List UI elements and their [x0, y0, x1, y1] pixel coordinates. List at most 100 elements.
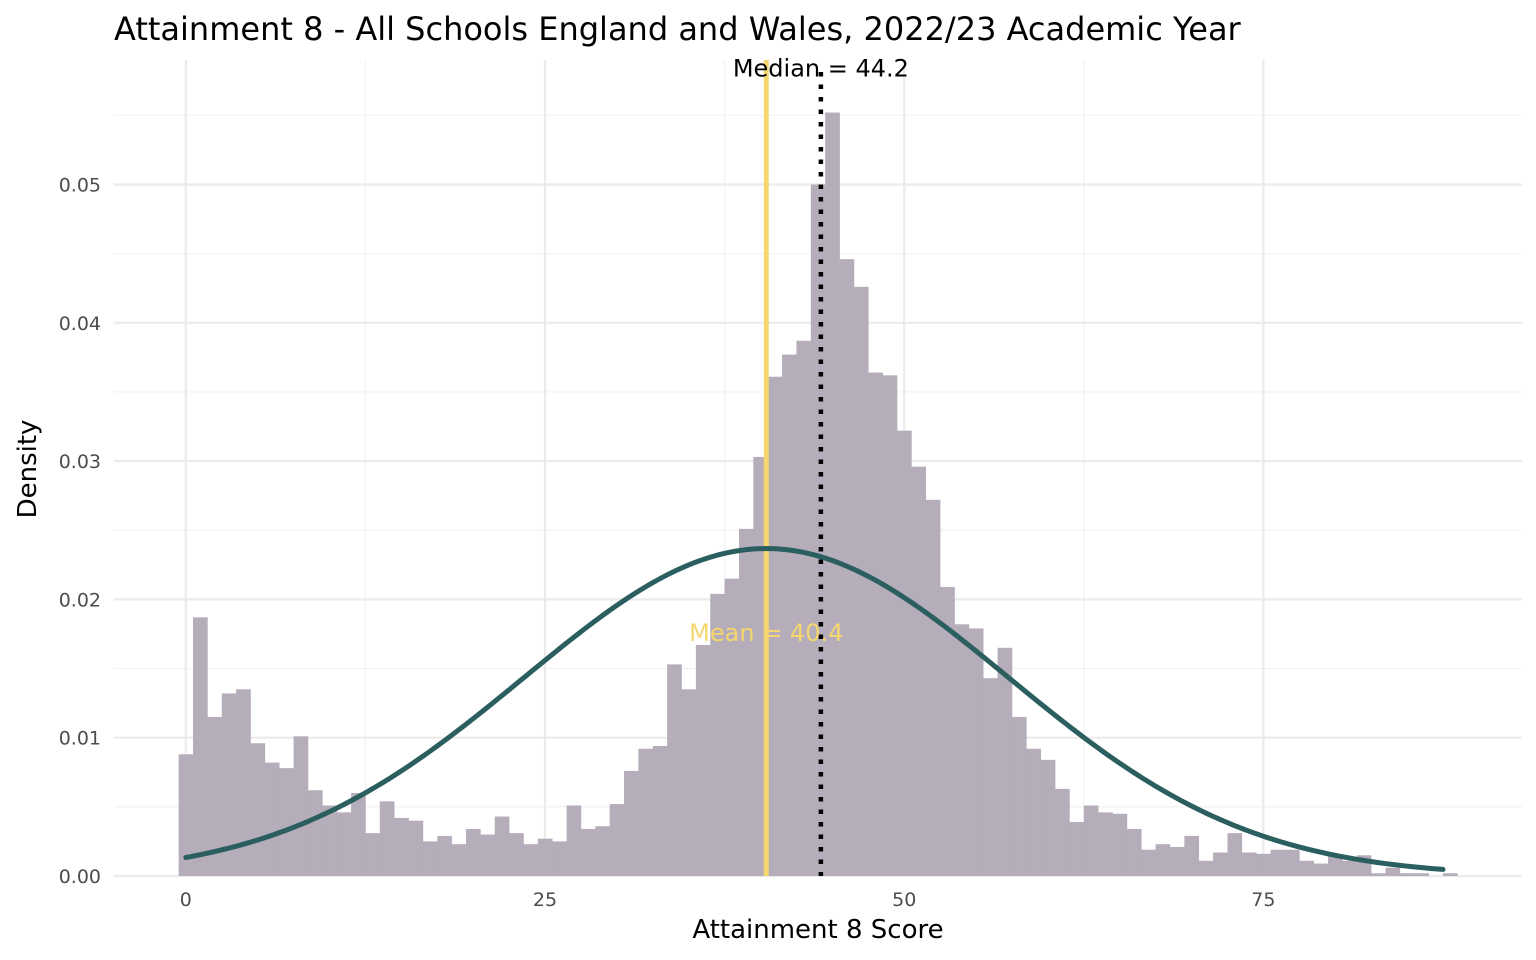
histogram-bar: [1170, 846, 1185, 876]
chart-title: Attainment 8 - All Schools England and W…: [114, 10, 1242, 48]
histogram-bar: [1241, 852, 1257, 876]
histogram-bar: [408, 820, 424, 876]
histogram-bar: [1371, 873, 1386, 876]
histogram-bar: [178, 754, 194, 876]
histogram-bar: [882, 375, 898, 876]
histogram-bar: [825, 112, 840, 877]
histogram-bar: [796, 340, 812, 877]
y-tick-label: 0.02: [59, 589, 101, 611]
histogram-bar: [1055, 788, 1070, 876]
histogram-bar: [1069, 822, 1085, 876]
histogram-bar: [1227, 833, 1243, 876]
histogram-bar: [940, 586, 955, 876]
histogram-bar: [983, 678, 998, 876]
histogram-bar: [767, 376, 783, 876]
histogram-bar: [523, 844, 539, 876]
median-label: Median = 44.2: [733, 55, 909, 83]
y-axis-title: Density: [13, 420, 43, 519]
histogram-bar: [537, 838, 553, 876]
reference-lines: [763, 60, 824, 876]
histogram-bar: [925, 499, 941, 876]
y-tick-label: 0.01: [59, 728, 101, 750]
histogram-bar: [365, 833, 381, 876]
histogram-bar: [681, 689, 697, 876]
histogram-bar: [897, 430, 912, 876]
histogram-bar: [236, 689, 251, 876]
histogram-bar: [1414, 873, 1429, 876]
histogram-bar: [1399, 873, 1415, 876]
x-tick-label: 50: [892, 889, 916, 911]
histogram-bar: [293, 736, 309, 876]
histogram-bar: [379, 801, 395, 876]
histogram-bar: [1313, 863, 1329, 876]
histogram-bar: [480, 834, 496, 876]
histogram-bar: [1442, 873, 1458, 876]
histogram-bar: [1299, 860, 1314, 876]
histogram-bar: [193, 617, 208, 876]
histogram-bar: [394, 817, 409, 876]
histogram-bar: [1328, 855, 1343, 876]
histogram-bar: [580, 828, 596, 876]
histogram-bar: [1213, 852, 1228, 876]
histogram-bar: [1342, 860, 1358, 876]
histogram-bar: [1083, 805, 1099, 876]
y-tick-label: 0.05: [59, 174, 101, 196]
histogram-bar: [322, 805, 337, 876]
histogram-bar: [710, 593, 725, 876]
histogram-bar: [437, 835, 452, 876]
histogram-bar: [1155, 844, 1171, 876]
annotations: Mean = 40.4 Median = 44.2: [689, 55, 909, 647]
normal-curve-group: [183, 546, 1446, 872]
normal-curve: [183, 546, 1446, 872]
histogram-bar: [810, 184, 826, 876]
histogram-bar: [566, 805, 582, 876]
histogram-bar: [451, 844, 467, 876]
histogram-bar: [638, 748, 654, 876]
histogram-bar: [552, 841, 567, 876]
histogram-bar: [1184, 835, 1200, 876]
histogram-bar: [724, 578, 740, 876]
histogram-bar: [207, 716, 223, 876]
histogram-bar: [1112, 813, 1128, 876]
histogram-bar: [667, 664, 682, 876]
y-tick-label: 0.03: [59, 451, 101, 473]
histogram-bar: [307, 790, 323, 876]
histogram-bar: [336, 812, 352, 876]
histogram-bar: [351, 793, 366, 876]
histogram-bars: [178, 112, 1458, 877]
histogram-bar: [466, 828, 481, 876]
histogram-bar: [1198, 860, 1214, 876]
x-tick-label: 0: [180, 889, 192, 911]
y-tick-label: 0.04: [59, 313, 101, 335]
histogram-bar: [738, 528, 754, 876]
histogram-bar: [250, 743, 266, 876]
histogram-bar: [782, 354, 797, 876]
histogram-bar: [264, 762, 280, 876]
x-axis-title: Attainment 8 Score: [692, 915, 943, 945]
histogram-bar: [279, 768, 294, 876]
histogram-bar: [1270, 849, 1286, 876]
histogram-bar: [954, 624, 970, 876]
x-tick-label: 75: [1251, 889, 1275, 911]
histogram-bar: [1385, 867, 1401, 876]
histogram-bar: [624, 770, 639, 876]
histogram-bar: [1040, 759, 1056, 876]
histogram-bar: [1098, 812, 1113, 876]
histogram-bar: [221, 693, 237, 876]
histogram-bar: [1126, 828, 1142, 876]
histogram-bar: [595, 826, 610, 876]
histogram-bar: [695, 645, 711, 876]
histogram-bar: [1284, 849, 1300, 876]
y-axis-ticks: 0.00 0.01 0.02 0.03 0.04 0.05: [59, 174, 101, 888]
histogram-bar: [1256, 853, 1271, 876]
histogram-bar: [494, 816, 510, 876]
histogram-bar: [853, 286, 869, 877]
x-tick-label: 25: [533, 889, 557, 911]
y-tick-label: 0.00: [59, 866, 101, 888]
mean-label: Mean = 40.4: [689, 619, 843, 647]
x-axis-ticks: 0 25 50 75: [180, 889, 1276, 911]
histogram-bar: [868, 372, 883, 876]
histogram-bar: [1026, 748, 1041, 876]
histogram-bar: [652, 745, 668, 876]
